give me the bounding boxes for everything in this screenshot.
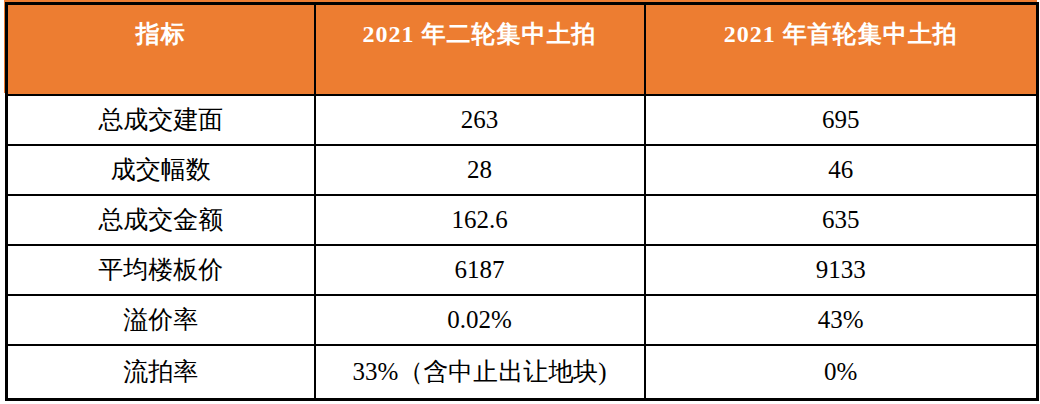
row-label-plot-count: 成交幅数 (7, 145, 315, 195)
land-auction-comparison-table: 指标 2021 年二轮集中土拍 2021 年首轮集中土拍 总成交建面 263 6… (5, 2, 1039, 401)
cell-premium-rate-round2: 0.02% (315, 295, 645, 345)
header-cell-second-round: 2021 年二轮集中土拍 (315, 4, 645, 95)
table-row: 溢价率 0.02% 43% (7, 295, 1038, 345)
table-row: 总成交金额 162.6 635 (7, 195, 1038, 245)
cell-total-gfa-round2: 263 (315, 95, 645, 145)
header-cell-indicator: 指标 (7, 4, 315, 95)
row-label-premium-rate: 溢价率 (7, 295, 315, 345)
cell-total-amount-round2: 162.6 (315, 195, 645, 245)
cell-premium-rate-round1: 43% (645, 295, 1038, 345)
document-table-screenshot: 指标 2021 年二轮集中土拍 2021 年首轮集中土拍 总成交建面 263 6… (0, 0, 1040, 404)
header-cell-first-round: 2021 年首轮集中土拍 (645, 4, 1038, 95)
table-row: 平均楼板价 6187 9133 (7, 245, 1038, 295)
row-label-total-gfa: 总成交建面 (7, 95, 315, 145)
table-header-row: 指标 2021 年二轮集中土拍 2021 年首轮集中土拍 (7, 4, 1038, 95)
row-label-failure-rate: 流拍率 (7, 345, 315, 400)
table-row: 成交幅数 28 46 (7, 145, 1038, 195)
row-label-total-amount: 总成交金额 (7, 195, 315, 245)
cell-total-gfa-round1: 695 (645, 95, 1038, 145)
cell-avg-floor-price-round1: 9133 (645, 245, 1038, 295)
cell-plot-count-round2: 28 (315, 145, 645, 195)
row-label-avg-floor-price: 平均楼板价 (7, 245, 315, 295)
cell-failure-rate-round2: 33%（含中止出让地块) (315, 345, 645, 400)
table-row: 总成交建面 263 695 (7, 95, 1038, 145)
cell-failure-rate-round1: 0% (645, 345, 1038, 400)
cell-avg-floor-price-round2: 6187 (315, 245, 645, 295)
cell-total-amount-round1: 635 (645, 195, 1038, 245)
table-row: 流拍率 33%（含中止出让地块) 0% (7, 345, 1038, 400)
cell-plot-count-round1: 46 (645, 145, 1038, 195)
